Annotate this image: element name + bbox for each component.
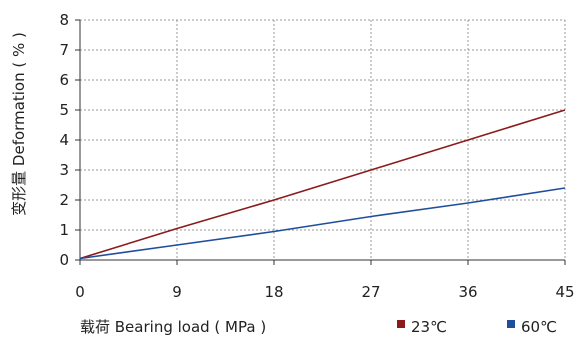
legend-label: 60℃	[521, 318, 557, 336]
x-tick-label: 27	[361, 283, 380, 301]
series-lines	[79, 109, 566, 260]
y-tick-label: 1	[59, 221, 69, 239]
y-tick-label: 6	[59, 71, 69, 89]
legend-swatch	[507, 320, 515, 328]
series-line-1	[79, 187, 566, 260]
y-tick-label: 4	[59, 131, 69, 149]
y-tick-label: 3	[59, 161, 69, 179]
x-tick-label: 0	[75, 283, 85, 301]
x-tick-label: 45	[555, 283, 574, 301]
axes	[75, 19, 566, 265]
y-tick-label: 5	[59, 101, 69, 119]
legend: 23℃ 60℃	[397, 318, 557, 336]
x-axis-title: 载荷 Bearing load ( MPa )	[80, 318, 266, 336]
legend-swatch	[397, 320, 405, 328]
x-tick-label: 9	[172, 283, 182, 301]
x-tick-label: 18	[264, 283, 283, 301]
series-line-0	[79, 109, 566, 260]
y-tick-label: 8	[59, 11, 69, 29]
y-axis-title: 变形量 Deformation ( % )	[10, 32, 28, 216]
y-tick-label: 2	[59, 191, 69, 209]
y-tick-label: 0	[59, 251, 69, 269]
y-tick-label: 7	[59, 41, 69, 59]
legend-label: 23℃	[411, 318, 447, 336]
x-tick-label: 36	[458, 283, 477, 301]
